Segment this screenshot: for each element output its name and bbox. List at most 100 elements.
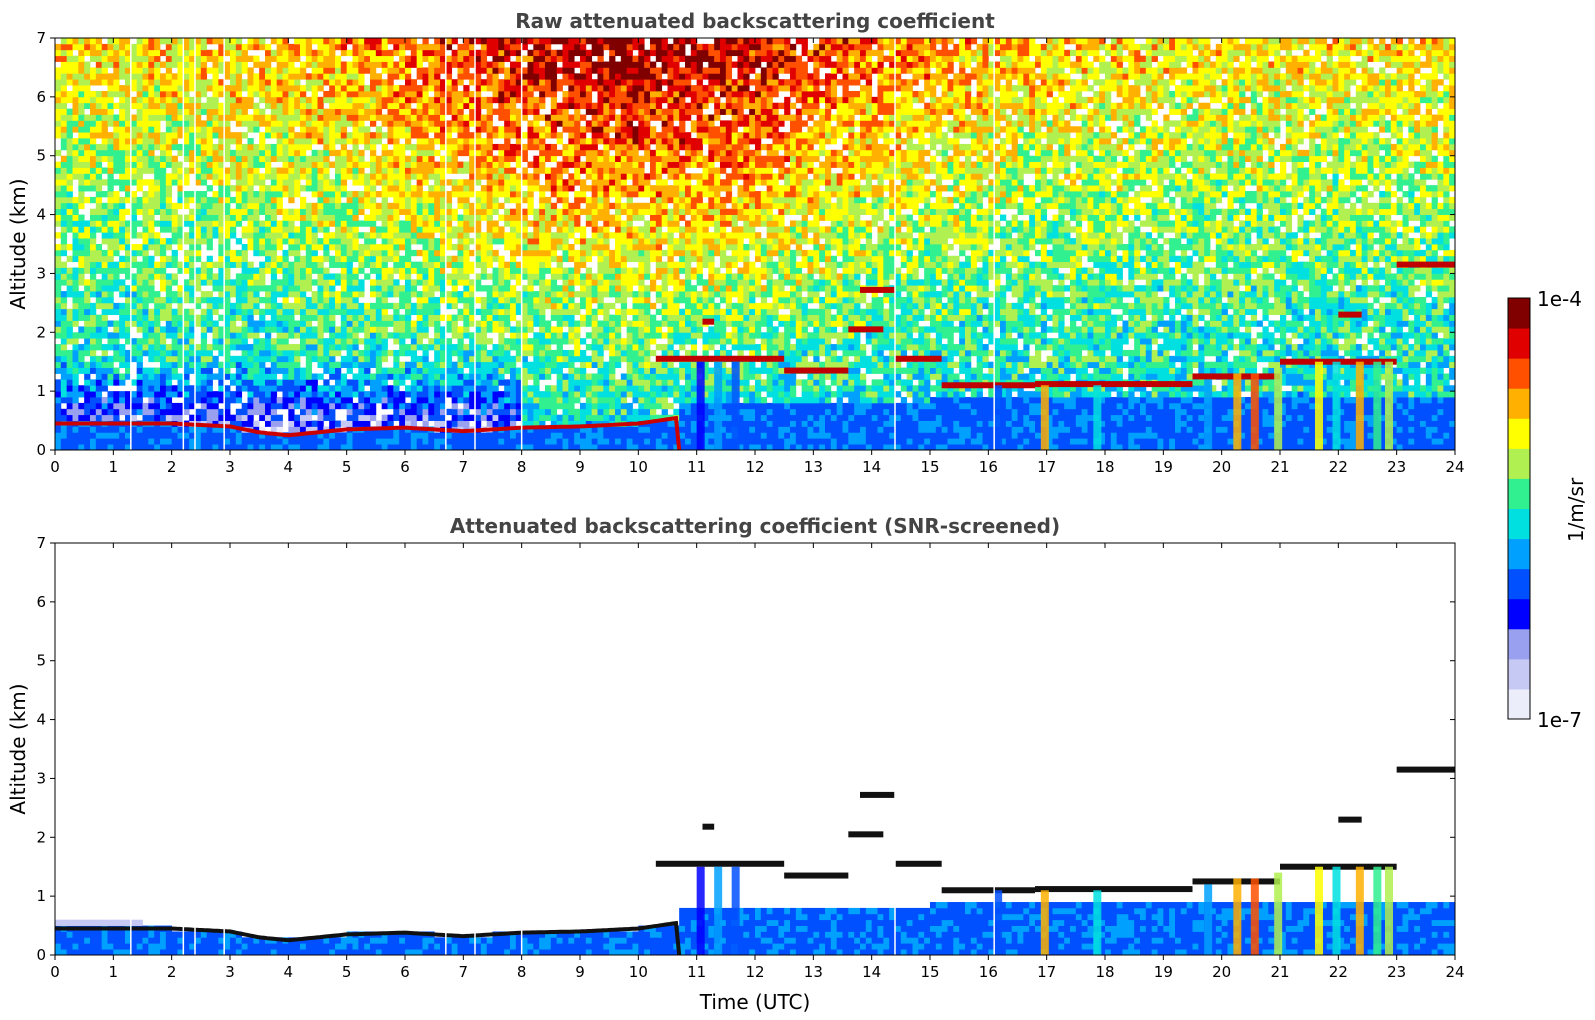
heatmap-cell xyxy=(492,61,499,68)
heatmap-cell xyxy=(498,161,505,168)
heatmap-cell xyxy=(469,73,476,80)
heatmap-cell xyxy=(323,167,330,174)
heatmap-cell xyxy=(492,38,499,45)
heatmap-cell xyxy=(206,85,213,92)
heatmap-cell xyxy=(154,238,161,245)
heatmap-cell xyxy=(101,367,108,374)
heatmap-cell xyxy=(381,185,388,192)
heatmap-cell xyxy=(486,155,493,162)
heatmap-cell xyxy=(340,296,348,304)
heatmap-cell xyxy=(335,114,342,121)
heatmap-cell xyxy=(78,426,85,433)
heatmap-cell xyxy=(177,326,184,333)
heatmap-cell xyxy=(317,155,324,162)
heatmap-cell xyxy=(340,249,348,257)
heatmap-cell xyxy=(311,38,318,45)
heatmap-cell xyxy=(206,149,213,157)
heatmap-cell xyxy=(294,185,301,192)
heatmap-cell xyxy=(399,261,406,268)
heatmap-cell xyxy=(445,408,453,416)
heatmap-cell xyxy=(253,38,260,45)
heatmap-cell xyxy=(457,149,464,157)
heatmap-cell xyxy=(270,249,278,257)
heatmap-cell xyxy=(504,143,511,151)
heatmap-cell xyxy=(165,238,173,245)
heatmap-cell xyxy=(189,108,196,115)
heatmap-cell xyxy=(364,108,371,115)
heatmap-cell xyxy=(247,279,254,286)
heatmap-cell xyxy=(288,208,295,215)
heatmap-cell xyxy=(399,238,406,245)
heatmap-cell xyxy=(189,67,196,74)
heatmap-cell xyxy=(381,120,388,127)
heatmap-cell xyxy=(148,73,155,80)
heatmap-cell xyxy=(270,114,278,121)
heatmap-cell xyxy=(475,149,482,157)
heatmap-cell xyxy=(416,220,423,227)
heatmap-cell xyxy=(189,196,196,204)
heatmap-cell xyxy=(78,326,85,333)
heatmap-cell xyxy=(370,208,377,215)
heatmap-cell xyxy=(282,273,289,280)
heatmap-cell xyxy=(125,232,132,239)
heatmap-cell xyxy=(370,132,377,139)
heatmap-cell xyxy=(434,167,441,174)
heatmap-cell xyxy=(55,191,62,198)
heatmap-cell xyxy=(305,308,313,316)
heatmap-cell xyxy=(375,126,383,133)
heatmap-cell xyxy=(434,391,441,398)
heatmap-cell xyxy=(410,320,418,327)
heatmap-cell xyxy=(276,102,283,110)
heatmap-cell xyxy=(440,79,447,86)
heatmap-cell xyxy=(160,379,167,386)
heatmap-cell xyxy=(276,438,283,445)
heatmap-cell xyxy=(457,296,464,304)
heatmap-cell xyxy=(410,196,418,204)
heatmap-cell xyxy=(119,302,126,310)
heatmap-cell xyxy=(276,179,283,186)
heatmap-cell xyxy=(510,296,517,304)
heatmap-cell xyxy=(364,161,371,168)
heatmap-cell xyxy=(154,179,161,186)
heatmap-cell xyxy=(282,367,289,374)
heatmap-cell xyxy=(195,67,202,74)
heatmap-cell xyxy=(510,420,517,427)
heatmap-cell xyxy=(136,402,143,410)
heatmap-cell xyxy=(55,85,62,92)
heatmap-cell xyxy=(475,255,482,263)
heatmap-cell xyxy=(72,96,79,104)
heatmap-cell xyxy=(78,202,85,210)
heatmap-cell xyxy=(515,67,523,74)
heatmap-cell xyxy=(387,444,394,450)
heatmap-cell xyxy=(101,379,108,386)
heatmap-cell xyxy=(195,214,202,221)
heatmap-cell xyxy=(160,73,167,80)
heatmap-cell xyxy=(142,38,149,45)
heatmap-cell xyxy=(224,285,231,292)
heatmap-cell xyxy=(195,373,202,380)
heatmap-cell xyxy=(440,391,447,398)
heatmap-cell xyxy=(171,355,178,363)
heatmap-cell xyxy=(154,202,161,210)
heatmap-cell xyxy=(352,314,359,321)
heatmap-cell xyxy=(288,308,295,316)
heatmap-cell xyxy=(323,397,330,404)
heatmap-cell xyxy=(434,296,441,304)
heatmap-cell xyxy=(387,285,394,292)
heatmap-cell xyxy=(177,114,184,121)
heatmap-cell xyxy=(352,196,359,204)
heatmap-cell xyxy=(445,126,453,133)
heatmap-cell xyxy=(311,55,318,62)
heatmap-cell xyxy=(480,408,488,416)
heatmap-cell xyxy=(405,314,412,321)
heatmap-cell xyxy=(381,96,388,104)
heatmap-cell xyxy=(265,220,272,227)
heatmap-cell xyxy=(521,320,528,327)
heatmap-cell xyxy=(224,432,231,439)
heatmap-cell xyxy=(160,426,167,433)
heatmap-cell xyxy=(282,349,289,357)
heatmap-cell xyxy=(247,38,254,45)
heatmap-cell xyxy=(148,438,155,445)
heatmap-cell xyxy=(410,302,418,310)
heatmap-cell xyxy=(230,138,237,145)
